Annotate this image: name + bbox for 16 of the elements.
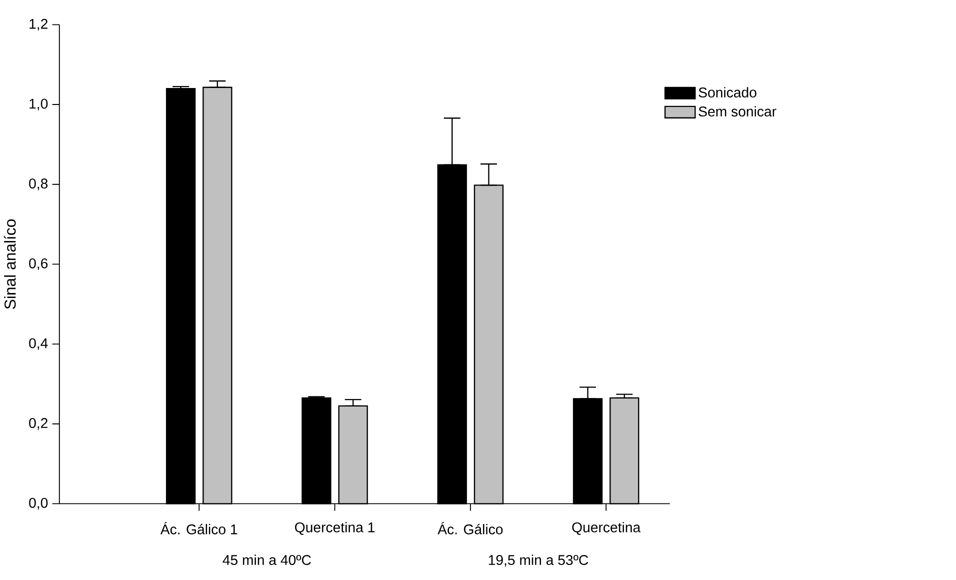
x-tick-label: Quercetina 1 — [295, 522, 374, 536]
y-tick-label: 0,6 — [29, 258, 48, 270]
text: 19,5 min a 53ºC — [488, 554, 588, 567]
y-tick-label: 0,2 — [29, 418, 48, 430]
y-tick-label: 0,0 — [29, 498, 48, 510]
legend-label: Sem sonicar — [698, 106, 776, 117]
y-tick-label: 0,4 — [29, 338, 48, 350]
x-tick-label: Ác. Gálico 1 — [160, 522, 238, 535]
text: 45 min a 40ºC — [222, 554, 311, 566]
x-tick-label: Ác. Gálico — [438, 522, 503, 535]
legend-label: Sonicado — [698, 87, 756, 98]
y-tick-label: 1,0 — [30, 98, 48, 111]
y-axis-title: Sinal analíco — [4, 220, 16, 310]
x-tick-label: Quercetina — [572, 522, 641, 536]
y-tick-label: 1,2 — [30, 19, 48, 31]
y-tick-label: 0,8 — [29, 178, 48, 190]
